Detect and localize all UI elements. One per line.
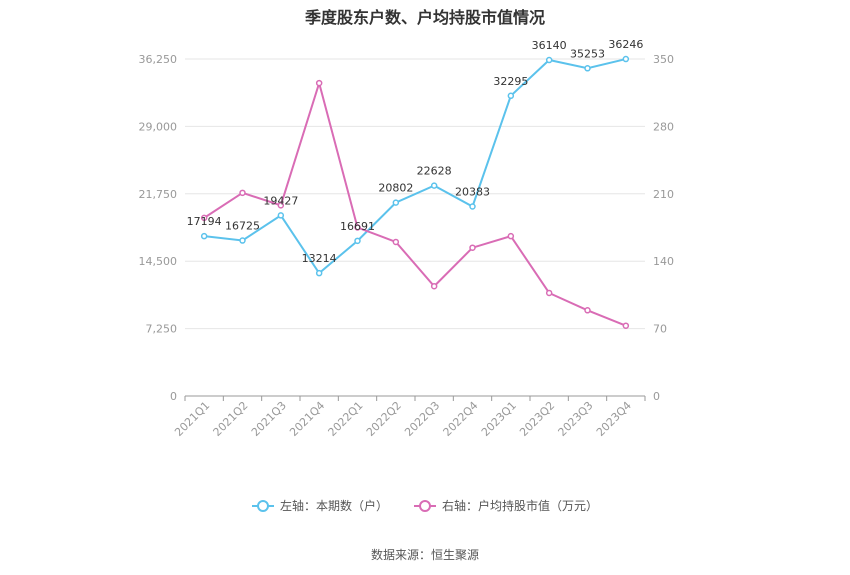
legend-left-label: 左轴：本期数（户） <box>279 499 388 513</box>
series-left-data-label: 32295 <box>493 75 528 88</box>
series-right-point <box>584 307 591 314</box>
series-right-point <box>354 224 361 231</box>
series-left-point <box>200 232 208 240</box>
series-left-data-label: 16691 <box>340 220 375 233</box>
x-tick-label: 2023Q3 <box>556 399 596 439</box>
y-right-tick-label: 350 <box>653 53 674 66</box>
legend-item-left-series[interactable]: 左轴：本期数（户） <box>251 497 388 514</box>
legend-right-label: 右轴：户均持股市值（万元） <box>442 499 599 513</box>
series-right-line <box>203 79 627 327</box>
series-left-point <box>277 212 285 219</box>
series-left-data-label: 20383 <box>455 186 490 199</box>
legend-item-right-series[interactable]: 右轴：户均持股市值（万元） <box>414 497 598 514</box>
y-right-tick-label: 70 <box>653 323 667 336</box>
series-right-point <box>622 322 630 329</box>
series-left-data-label: 17194 <box>187 215 222 228</box>
y-right-tick-label: 140 <box>653 255 674 268</box>
series-left-point <box>545 56 553 64</box>
series-right-point <box>239 189 246 197</box>
series-right-point <box>315 79 323 87</box>
series-left-data-label: 36140 <box>532 39 567 52</box>
x-tick-label: 2022Q2 <box>364 399 404 439</box>
series-left-point <box>315 269 323 277</box>
chart-title: 季度股东户数、户均持股市值情况 <box>304 8 545 27</box>
series-right-point <box>392 238 400 246</box>
legend-left-swatch-icon <box>251 499 274 513</box>
series-left-point <box>469 203 476 210</box>
series-right-point <box>469 244 476 251</box>
series-left-line <box>204 58 627 275</box>
x-tick-label: 2023Q1 <box>479 399 519 439</box>
x-tick-label: 2022Q4 <box>441 399 481 439</box>
series-left-point <box>430 182 438 189</box>
y-right-tick-label: 210 <box>653 188 674 201</box>
series-left-data-label: 19427 <box>263 194 298 207</box>
x-tick-label: 2023Q2 <box>517 399 557 439</box>
series-left-point <box>584 65 591 72</box>
series-right-point <box>507 232 515 240</box>
series-left-data-label: 35253 <box>570 47 605 60</box>
x-tick-label: 2022Q3 <box>402 399 442 439</box>
x-tick-label: 2023Q4 <box>594 399 634 439</box>
x-tick-label: 2021Q2 <box>211 399 251 439</box>
series-left-point <box>622 55 630 63</box>
series-right-point <box>545 289 553 297</box>
series-right-point <box>430 282 438 290</box>
y-left-tick-label: 29,000 <box>139 120 178 133</box>
data-source: 数据来源：恒生聚源 <box>370 548 479 562</box>
series-right-point <box>277 202 285 209</box>
y-right-tick-label: 280 <box>653 120 674 133</box>
x-tick-label: 2021Q3 <box>249 399 289 439</box>
y-left-tick-label: 36,250 <box>139 53 178 66</box>
series-left-data-label: 36246 <box>608 38 643 51</box>
series-right-point <box>200 214 208 222</box>
series-left-point <box>392 199 400 206</box>
y-left-tick-label: 0 <box>170 390 177 403</box>
x-tick-label: 2022Q1 <box>326 399 366 439</box>
series-left-data-label: 16725 <box>225 220 260 233</box>
series-left-data-label: 13214 <box>302 252 337 265</box>
series-left-point <box>507 92 515 100</box>
x-tick-label: 2021Q4 <box>287 399 327 439</box>
series-left-point <box>354 237 361 245</box>
series-left-data-label: 22628 <box>417 165 452 178</box>
legend-right-swatch-icon <box>414 499 436 513</box>
legend: 左轴：本期数（户） 右轴：户均持股市值（万元） <box>0 497 850 514</box>
y-right-tick-label: 0 <box>653 390 660 403</box>
x-tick-label: 2021Q1 <box>172 399 212 439</box>
y-left-tick-label: 7,250 <box>146 323 178 336</box>
series-left-point <box>239 237 246 244</box>
series-left-data-label: 20802 <box>378 182 413 195</box>
y-left-tick-label: 14,500 <box>139 255 178 268</box>
y-left-tick-label: 21,750 <box>139 188 178 201</box>
